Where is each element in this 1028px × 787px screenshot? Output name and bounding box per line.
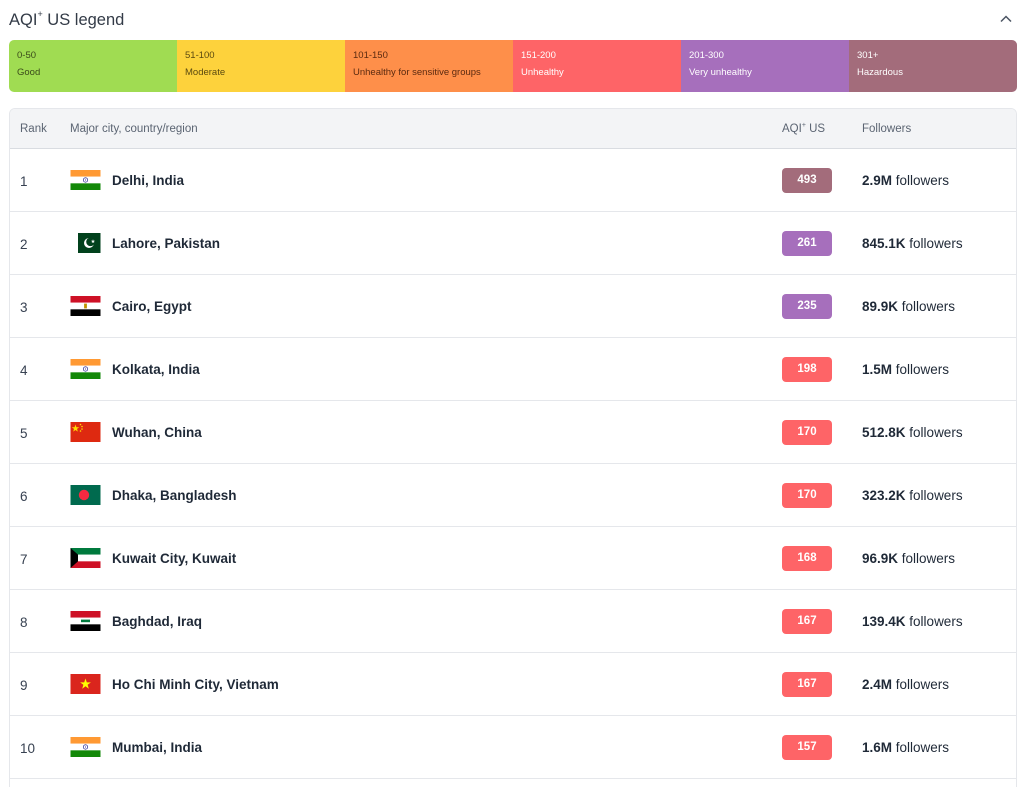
legend-range: 51-100: [185, 50, 215, 61]
city-name-link[interactable]: Kuwait City, Kuwait: [112, 551, 237, 566]
aqi-badge: 493: [782, 168, 832, 193]
aqi-badge: 167: [782, 672, 832, 697]
legend-label: Hazardous: [857, 67, 903, 78]
header-followers: Followers: [862, 123, 912, 135]
table-row[interactable]: 9 Ho Chi Minh City, Vietnam 167 2.4M follow…: [10, 653, 1016, 716]
india-flag-icon: [70, 359, 101, 379]
rank-cell: 4: [20, 363, 28, 378]
rank-cell: 8: [20, 615, 28, 630]
table-row[interactable]: 1 Delhi, India 493 2.9M followers: [10, 149, 1016, 212]
pakistan-flag-icon: [70, 233, 101, 253]
legend-segment: 151-200 Unhealthy: [513, 40, 681, 92]
legend-segment: 101-150 Unhealthy for sensitive groups: [345, 40, 513, 92]
aqi-legend-bar: 0-50 Good 51-100 Moderate 101-150 Unhealthy f…: [9, 40, 1017, 92]
city-name-link[interactable]: Lahore, Pakistan: [112, 236, 221, 251]
aqi-badge: 168: [782, 546, 832, 571]
legend-label: Very unhealthy: [689, 67, 752, 78]
city-name-link[interactable]: Ho Chi Minh City, Vietnam: [112, 677, 279, 692]
legend-label: Unhealthy for sensitive groups: [353, 67, 481, 78]
legend-range: 201-300: [689, 50, 724, 61]
city-name-link[interactable]: Wuhan, China: [112, 425, 202, 440]
legend-range: 301+: [857, 50, 879, 61]
legend-label: Moderate: [185, 67, 226, 78]
legend-range: 0-50: [17, 50, 37, 61]
legend-header[interactable]: AQI+ US legend: [9, 0, 1018, 40]
table-row[interactable]: 4 Kolkata, India 198 1.5M followers: [10, 338, 1016, 401]
chevron-up-icon[interactable]: [999, 12, 1013, 26]
followers-cell: 323.2K followers: [862, 488, 963, 503]
bangladesh-flag-icon: [70, 485, 101, 505]
rank-cell: 3: [20, 300, 28, 315]
legend-segment: 301+ Hazardous: [849, 40, 1017, 92]
rank-cell: 5: [20, 426, 28, 441]
table-row[interactable]: 10 Mumbai, India 157 1.6M followers: [10, 716, 1016, 779]
legend-label: Good: [17, 67, 41, 78]
followers-cell: 89.9K followers: [862, 299, 956, 314]
city-name-link[interactable]: Cairo, Egypt: [112, 299, 192, 314]
followers-cell: 512.8K followers: [862, 425, 963, 440]
city-name-link[interactable]: Mumbai, India: [112, 740, 203, 755]
kuwait-flag-icon: [70, 548, 101, 568]
legend-label: Unhealthy: [521, 67, 564, 78]
legend-title: AQI+ US legend: [9, 9, 125, 29]
india-flag-icon: [70, 170, 101, 190]
city-name-link[interactable]: Delhi, India: [112, 173, 185, 188]
rank-cell: 10: [20, 741, 36, 756]
rank-cell: 2: [20, 237, 28, 252]
rank-cell: 7: [20, 552, 28, 567]
rank-cell: 1: [20, 174, 28, 189]
table-row[interactable]: 5 Wuhan, China 170 512.8K followers: [10, 401, 1016, 464]
table-row[interactable]: 8 Baghdad, Iraq 167 139.4K followers: [10, 590, 1016, 653]
aqi-badge: 198: [782, 357, 832, 382]
iraq-flag-icon: [70, 611, 101, 631]
header-aqi-us: AQI+ US: [782, 122, 826, 135]
vietnam-flag-icon: [70, 674, 101, 694]
table-body: 1 Delhi, India 493 2.9M followers 2 Lahore, P…: [10, 149, 1016, 779]
table-row[interactable]: 6 Dhaka, Bangladesh 170 323.2K followers: [10, 464, 1016, 527]
city-ranking-table: Rank Major city, country/region AQI+ US …: [9, 108, 1017, 787]
aqi-badge: 157: [782, 735, 832, 760]
aqi-badge: 167: [782, 609, 832, 634]
followers-cell: 845.1K followers: [862, 236, 963, 251]
table-header: Rank Major city, country/region AQI+ US …: [10, 109, 1016, 149]
rank-cell: 6: [20, 489, 28, 504]
legend-segment: 51-100 Moderate: [177, 40, 345, 92]
table-row[interactable]: 7 Kuwait City, Kuwait 168 96.9K followers: [10, 527, 1016, 590]
legend-segment: 0-50 Good: [9, 40, 177, 92]
followers-cell: 2.4M followers: [862, 677, 950, 692]
legend-segment: 201-300 Very unhealthy: [681, 40, 849, 92]
aqi-badge: 170: [782, 420, 832, 445]
followers-cell: 96.9K followers: [862, 551, 956, 566]
india-flag-icon: [70, 737, 101, 757]
followers-cell: 2.9M followers: [862, 173, 950, 188]
followers-cell: 139.4K followers: [862, 614, 963, 629]
followers-cell: 1.5M followers: [862, 362, 950, 377]
china-flag-icon: [70, 422, 101, 442]
header-rank: Rank: [20, 123, 47, 135]
header-city: Major city, country/region: [70, 123, 198, 135]
legend-range: 101-150: [353, 50, 388, 61]
rank-cell: 9: [20, 678, 28, 693]
followers-cell: 1.6M followers: [862, 740, 950, 755]
aqi-badge: 261: [782, 231, 832, 256]
legend-range: 151-200: [521, 50, 556, 61]
city-name-link[interactable]: Dhaka, Bangladesh: [112, 488, 237, 503]
table-row[interactable]: 2 Lahore, Pakistan 261 845.1K followers: [10, 212, 1016, 275]
table-row[interactable]: 3 Cairo, Egypt 235 89.9K followers: [10, 275, 1016, 338]
city-name-link[interactable]: Kolkata, India: [112, 362, 200, 377]
city-name-link[interactable]: Baghdad, Iraq: [112, 614, 203, 629]
egypt-flag-icon: [70, 296, 101, 316]
aqi-badge: 235: [782, 294, 832, 319]
aqi-badge: 170: [782, 483, 832, 508]
